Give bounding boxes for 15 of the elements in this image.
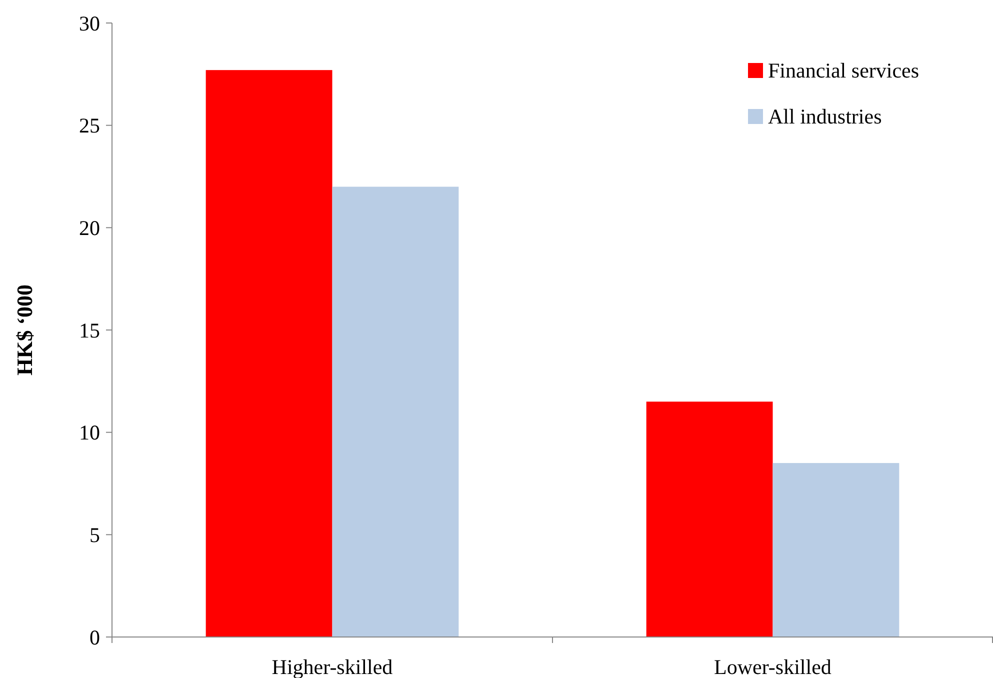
y-tick-label: 20 <box>79 216 100 240</box>
legend-label: Financial services <box>768 58 920 82</box>
y-tick-label: 10 <box>79 420 100 445</box>
bar <box>206 70 332 637</box>
y-tick-label: 25 <box>79 114 100 138</box>
y-tick-label: 15 <box>79 318 100 342</box>
y-tick-label: 30 <box>79 11 100 36</box>
y-tick-label: 5 <box>90 523 100 548</box>
y-axis-title: HK$ ‘000 <box>12 284 37 376</box>
y-tick-label: 0 <box>90 625 100 650</box>
bar <box>332 186 459 637</box>
x-tick-label: Lower-skilled <box>714 655 832 678</box>
bar <box>646 402 773 637</box>
legend-label: All industries <box>768 104 882 128</box>
bar <box>772 463 900 637</box>
